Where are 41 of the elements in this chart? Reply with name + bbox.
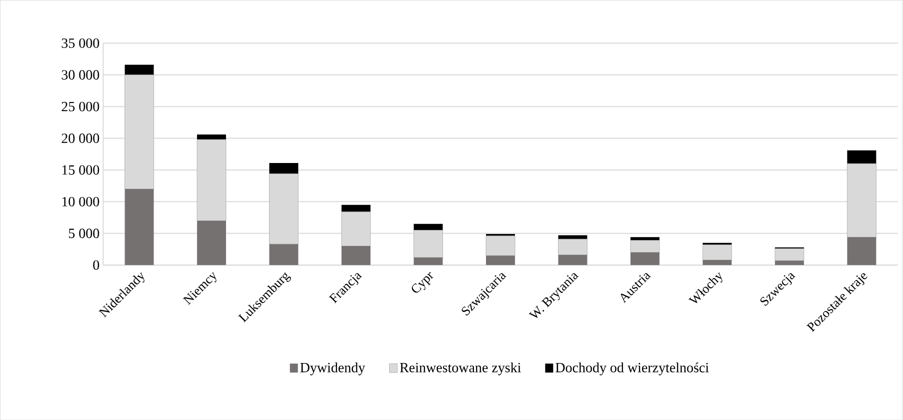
- bar: [414, 224, 443, 230]
- bar: [558, 238, 588, 256]
- y-tick-label: 0: [93, 260, 100, 270]
- bar: [342, 204, 370, 212]
- y-tick-label: 30 000: [62, 70, 100, 80]
- bar: [558, 235, 588, 239]
- bar: [846, 163, 876, 238]
- bar: [774, 248, 804, 261]
- legend-label: Reinwestowane zyski: [400, 362, 521, 376]
- bar: [414, 230, 443, 258]
- bar: [702, 244, 732, 260]
- bar: [486, 255, 515, 265]
- y-tick-label: 5 000: [68, 228, 100, 238]
- bar: [630, 252, 660, 265]
- bar: [197, 220, 226, 265]
- legend-label: Dochody od wierzytelności: [556, 362, 709, 376]
- bar: [341, 212, 371, 246]
- bar: [124, 64, 154, 75]
- bar: [342, 246, 370, 265]
- bar: [847, 150, 876, 164]
- y-tick-label: 35 000: [62, 38, 100, 48]
- bar: [630, 240, 660, 252]
- bar: [486, 236, 516, 256]
- bar: [124, 74, 154, 190]
- legend-label: Dywidendy: [300, 362, 366, 376]
- bar: [269, 173, 298, 244]
- y-tick-label: 10 000: [62, 196, 100, 206]
- bar: [269, 244, 298, 265]
- bar: [269, 162, 298, 174]
- x-tick-label: Cypr: [412, 272, 434, 293]
- bar: [774, 260, 804, 265]
- y-tick-label: 20 000: [62, 133, 100, 143]
- y-tick-label: 25 000: [62, 102, 100, 112]
- bar: [702, 260, 732, 265]
- bar: [124, 188, 154, 265]
- bar: [630, 237, 660, 240]
- bar: [414, 257, 443, 265]
- bar: [558, 254, 588, 265]
- y-tick-label: 15 000: [62, 165, 100, 175]
- bar: [196, 139, 226, 221]
- bar: [847, 237, 876, 265]
